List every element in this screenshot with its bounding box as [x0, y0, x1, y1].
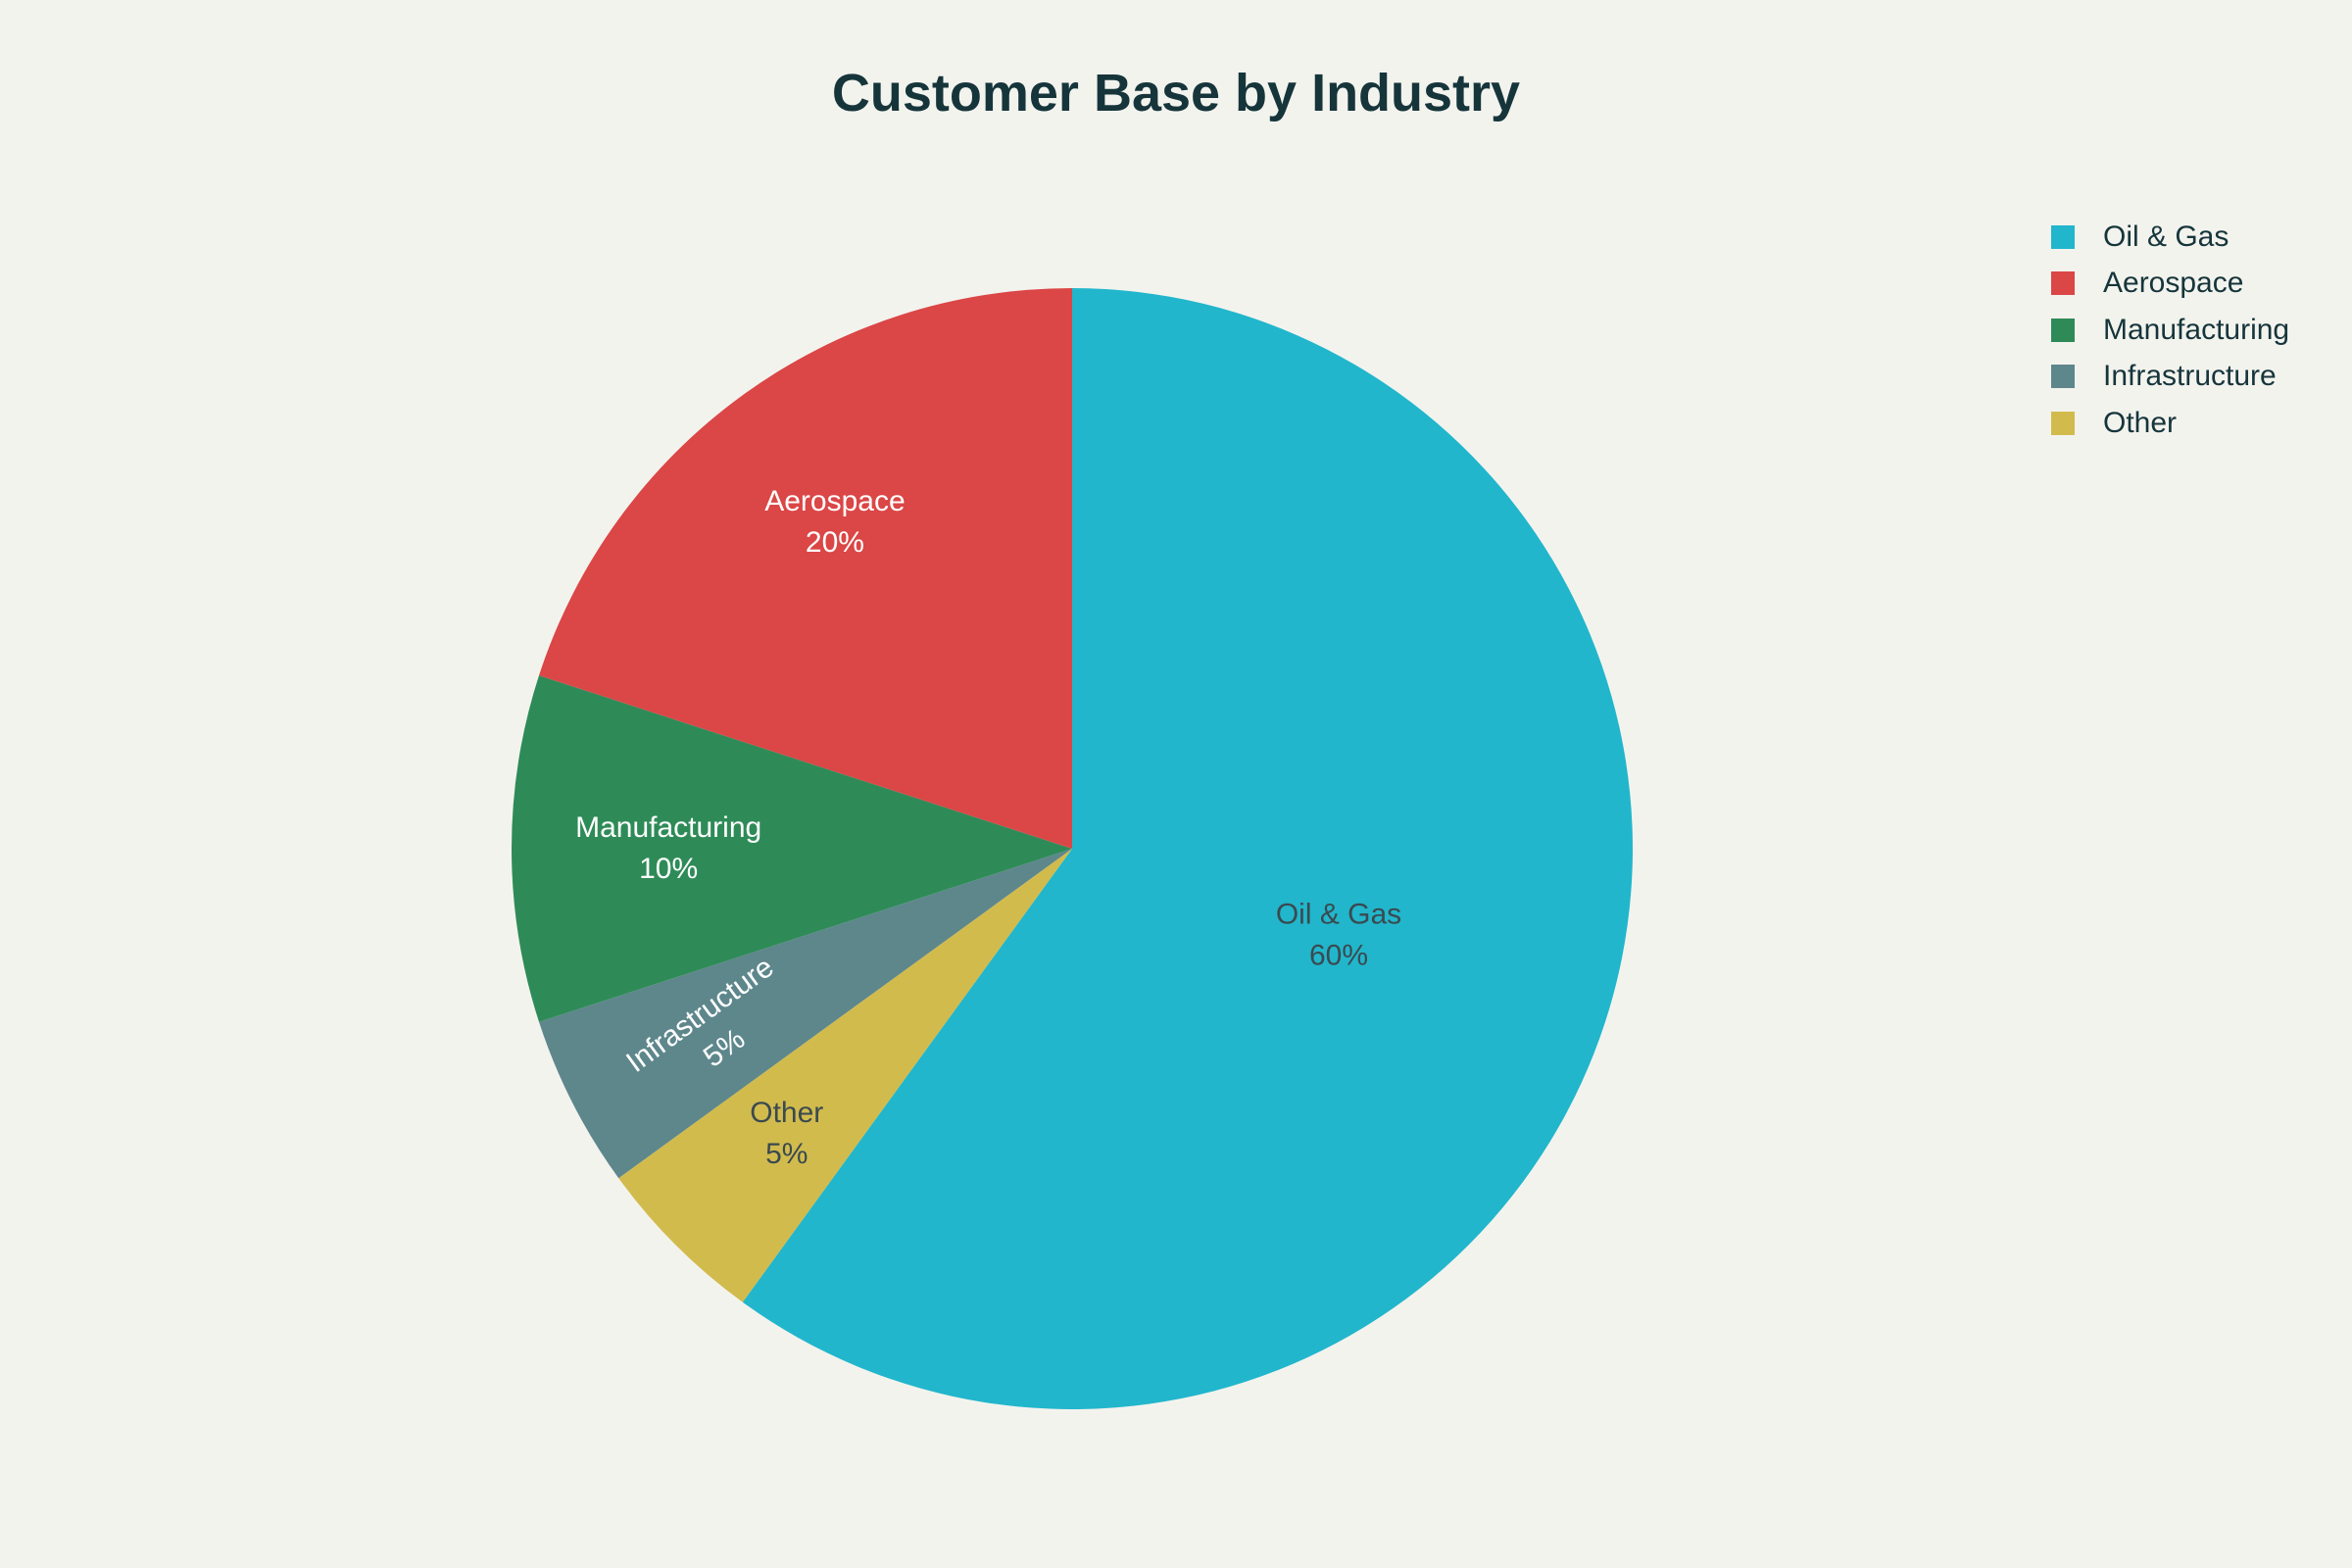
- legend-item-aerospace[interactable]: Aerospace: [2051, 261, 2289, 308]
- legend-label: Aerospace: [2103, 267, 2244, 300]
- slice-name: Other: [750, 1097, 823, 1129]
- legend-swatch: [2051, 271, 2075, 296]
- pie-slice-infrastructure[interactable]: [538, 849, 1072, 1179]
- slice-name: Aerospace: [764, 485, 905, 517]
- slice-name: Manufacturing: [575, 811, 761, 844]
- legend-item-other[interactable]: Other: [2051, 400, 2289, 447]
- slice-percent: 10%: [639, 853, 698, 885]
- legend-label: Infrastructure: [2103, 360, 2277, 393]
- legend-label: Oil & Gas: [2103, 220, 2230, 253]
- legend-swatch: [2051, 224, 2075, 249]
- legend: Oil & Gas Aerospace Manufacturing Infrastru…: [2051, 214, 2289, 447]
- slice-percent: 20%: [806, 526, 864, 559]
- slice-label-other: Other 5%: [750, 1097, 823, 1170]
- legend-item-infrastructure[interactable]: Infrastructure: [2051, 354, 2289, 401]
- slice-name: Oil & Gas: [1276, 898, 1401, 930]
- legend-item-oil-gas[interactable]: Oil & Gas: [2051, 214, 2289, 261]
- legend-label: Manufacturing: [2103, 313, 2290, 346]
- legend-label: Other: [2103, 406, 2178, 439]
- pie-slice-other[interactable]: [618, 849, 1072, 1302]
- slice-label-manufacturing: Manufacturing 10%: [575, 811, 761, 885]
- legend-swatch: [2051, 318, 2075, 342]
- slice-label-oil-gas: Oil & Gas 60%: [1276, 898, 1401, 971]
- legend-item-manufacturing[interactable]: Manufacturing: [2051, 307, 2289, 354]
- slice-percent: 60%: [1309, 939, 1368, 971]
- legend-swatch: [2051, 365, 2075, 389]
- legend-swatch: [2051, 411, 2075, 435]
- pie-slice-manufacturing[interactable]: [512, 675, 1072, 1022]
- slice-percent: 5%: [765, 1138, 808, 1170]
- pie-slice-oil-gas[interactable]: [742, 288, 1634, 1410]
- pie-slice-aerospace[interactable]: [538, 288, 1072, 849]
- chart-title: Customer Base by Industry: [831, 64, 1521, 122]
- slice-label-aerospace: Aerospace 20%: [764, 485, 905, 559]
